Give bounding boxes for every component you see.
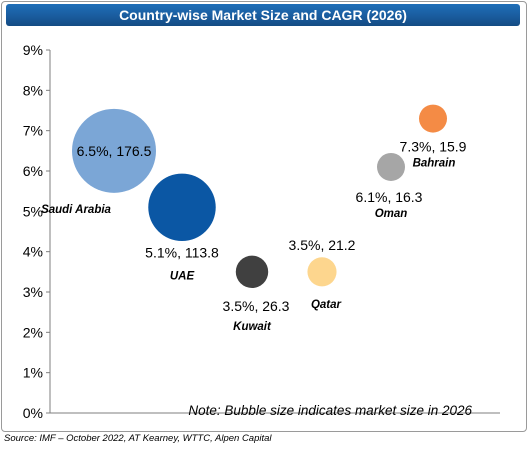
country-label: Kuwait	[233, 321, 272, 333]
label-layer: 6.5%, 176.5 Saudi Arabia 5.1%, 113.8 UAE 3.5…	[41, 139, 467, 333]
y-tick-label: 8%	[23, 82, 43, 98]
y-tick-label: 3%	[23, 284, 43, 300]
bubble-layer	[72, 104, 447, 289]
data-label: 6.1%, 16.3	[356, 189, 423, 205]
axis-layer: 0% 1% 2% 3% 4% 5% 6% 7% 8% 9%	[23, 42, 500, 421]
bubble-saudi-arabia	[72, 108, 156, 193]
y-tick-label: 6%	[23, 163, 43, 179]
y-tick-label: 9%	[23, 42, 43, 58]
data-label: 3.5%, 26.3	[223, 298, 290, 314]
data-label: 7.3%, 15.9	[400, 139, 467, 155]
bubble-bahrain	[419, 104, 447, 133]
bubble-kuwait	[235, 255, 269, 289]
country-label: Bahrain	[413, 158, 456, 170]
bubble-oman	[377, 152, 405, 181]
y-tick-label: 5%	[23, 203, 43, 219]
y-tick-label: 1%	[23, 365, 43, 381]
country-label: Saudi Arabia	[41, 204, 111, 216]
source-note: Source: IMF – October 2022, AT Kearney, …	[4, 433, 272, 444]
country-label: Qatar	[311, 299, 342, 311]
data-label: 5.1%, 113.8	[145, 244, 219, 260]
chart-frame	[1, 1, 527, 432]
y-tick-label: 2%	[23, 324, 43, 340]
bubble-uae	[148, 173, 216, 242]
chart-title: Country-wise Market Size and CAGR (2026)	[6, 4, 520, 26]
chart-note: Note: Bubble size indicates market size …	[188, 403, 472, 418]
y-tick-label: 0%	[23, 405, 43, 421]
data-label: 3.5%, 21.2	[289, 237, 356, 253]
y-tick-label: 4%	[23, 244, 43, 260]
country-label: UAE	[170, 270, 195, 282]
country-label: Oman	[375, 208, 408, 220]
data-label: 6.5%, 176.5	[77, 143, 152, 159]
bubble-qatar	[307, 257, 337, 287]
y-tick-label: 7%	[23, 123, 43, 139]
